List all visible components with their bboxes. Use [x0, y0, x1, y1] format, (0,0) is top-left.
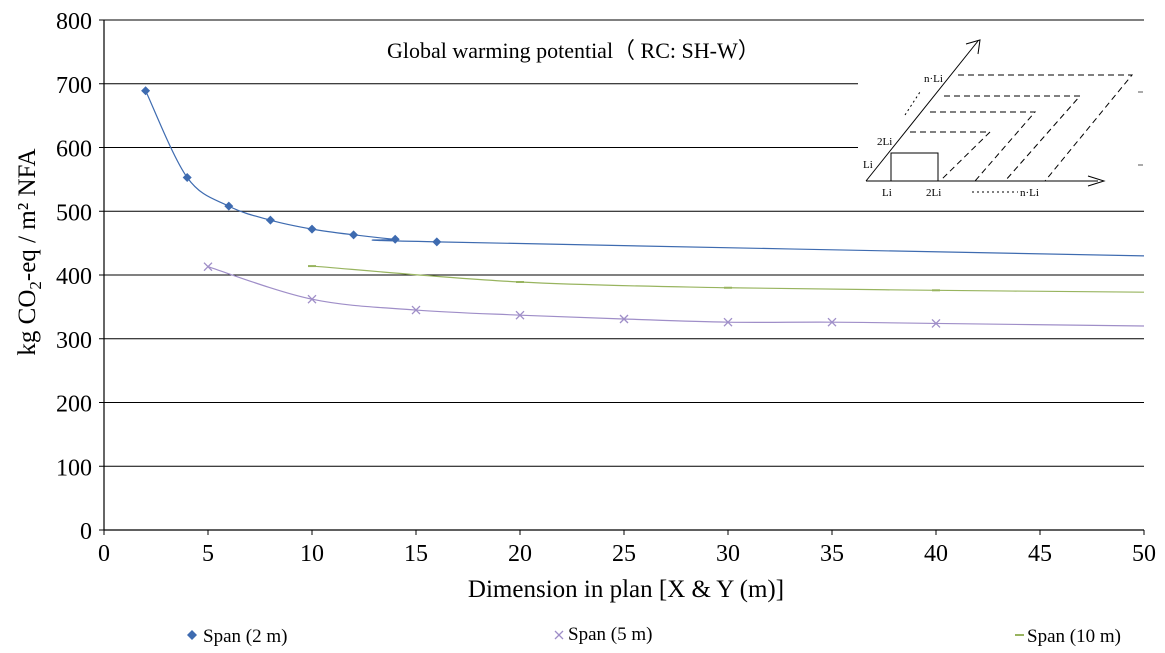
legend-item-span-5m: Span (5 m) — [554, 624, 652, 645]
x-tick-label-30: 30 — [716, 541, 740, 567]
axes — [99, 19, 1145, 535]
data-point-x-stroke — [723, 317, 733, 327]
data-point-x-stroke — [931, 318, 941, 328]
x-tick-label-35: 35 — [820, 541, 844, 567]
inset-x-arrowhead — [1087, 175, 1106, 187]
series-3 — [308, 265, 1145, 293]
y-tick-label-0: 0 — [80, 519, 92, 545]
y-tick-label-100: 100 — [56, 455, 92, 481]
data-point-x — [931, 318, 941, 328]
series-layer — [141, 86, 1145, 328]
inset-diagonal-arrow — [865, 40, 979, 182]
data-point-x-stroke — [203, 262, 213, 272]
gridlines — [104, 19, 1144, 467]
inset-diagram: n·Li 2Li Li Li 2Li n·Li — [858, 38, 1158, 210]
data-point-x — [411, 305, 421, 315]
x-tick-label-20: 20 — [508, 541, 532, 567]
title-background — [375, 28, 855, 74]
legend-marker-x — [554, 630, 564, 640]
inset-first-square — [890, 152, 939, 182]
data-point-diamond — [182, 172, 192, 182]
x-tick-label-50: 50 — [1132, 541, 1156, 567]
y-tick-label-300: 300 — [56, 328, 92, 354]
data-point-x-stroke — [307, 294, 317, 304]
legend-label-span-5m: Span (5 m) — [568, 624, 652, 645]
series-1-trendline — [145, 90, 1145, 257]
inset-label-nLi-bottom: n·Li — [1020, 187, 1039, 199]
series-2-trendline — [207, 266, 1145, 327]
x-tick-label-25: 25 — [612, 541, 636, 567]
inset-square-4 — [944, 95, 1082, 182]
x-axis-title: Dimension in plan [X & Y (m)] — [468, 576, 784, 603]
inset-label-Li-bottom: Li — [882, 187, 892, 199]
y-tick-label-200: 200 — [56, 392, 92, 418]
data-point-diamond — [390, 234, 400, 244]
x-tick-label-40: 40 — [924, 541, 948, 567]
data-point-x — [515, 310, 525, 320]
inset-diagonal-arrowhead — [965, 39, 981, 55]
data-point-x — [619, 314, 629, 324]
data-point-x — [203, 262, 213, 272]
inset-label-nLi-top: n·Li — [924, 73, 943, 85]
inset-dashed-squares — [910, 74, 1134, 182]
inset-side-ticks — [1138, 91, 1143, 166]
inset-background — [858, 38, 1158, 210]
legend-marker-diamond — [187, 630, 197, 640]
data-point-diamond — [349, 230, 359, 240]
data-point-diamond — [141, 86, 151, 96]
legend-item-span-10m: Span (10 m) — [1015, 626, 1121, 647]
data-point-x — [827, 317, 837, 327]
inset-square-2 — [910, 131, 992, 182]
data-point-diamond — [432, 237, 442, 247]
x-tick-label-10: 10 — [300, 541, 324, 567]
legend: Span (2 m) Span (5 m) Span (10 m) — [187, 624, 1121, 647]
y-tick-label-800: 800 — [56, 9, 92, 35]
legend-label-span-10m: Span (10 m) — [1027, 626, 1121, 647]
y-tick-label-600: 600 — [56, 137, 92, 163]
y-axis-title-part-2: -eq / m² NFA — [14, 148, 41, 281]
series-1 — [141, 86, 1145, 257]
inset-label-2Li-left: 2Li — [877, 136, 892, 148]
chart-title: Global warming potential（ RC: SH-W） — [387, 38, 760, 63]
data-point-diamond — [307, 224, 317, 234]
data-point-x-stroke — [827, 317, 837, 327]
x-tick-label-5: 5 — [202, 541, 214, 567]
x-tick-label-45: 45 — [1028, 541, 1052, 567]
legend-label-span-2m: Span (2 m) — [203, 626, 287, 647]
inset-label-2Li-bottom: 2Li — [926, 187, 941, 199]
data-point-diamond — [265, 215, 275, 225]
inset-square-3 — [930, 111, 1037, 182]
y-axis-title-subscript: 2 — [26, 281, 45, 290]
inset-square-5 — [958, 74, 1134, 182]
series-2 — [203, 262, 1145, 328]
y-axis-title-part-1: kg CO — [14, 290, 41, 356]
x-tick-label-0: 0 — [98, 541, 110, 567]
y-tick-label-700: 700 — [56, 73, 92, 99]
tick-labels: 0 100 200 300 400 500 600 700 800 0 5 10 15 20 25 30 35 4… — [56, 9, 1156, 567]
data-point-x-stroke — [515, 310, 525, 320]
legend-item-span-2m: Span (2 m) — [187, 626, 287, 647]
data-point-diamond — [224, 201, 234, 211]
y-tick-label-400: 400 — [56, 264, 92, 290]
y-tick-label-500: 500 — [56, 200, 92, 226]
data-point-x — [723, 317, 733, 327]
y-axis-title: kg CO2-eq / m² NFA — [14, 148, 45, 355]
data-point-x-stroke — [411, 305, 421, 315]
x-tick-label-15: 15 — [404, 541, 428, 567]
inset-label-Li-left: Li — [863, 159, 873, 171]
data-point-x-stroke — [619, 314, 629, 324]
data-point-x — [307, 294, 317, 304]
